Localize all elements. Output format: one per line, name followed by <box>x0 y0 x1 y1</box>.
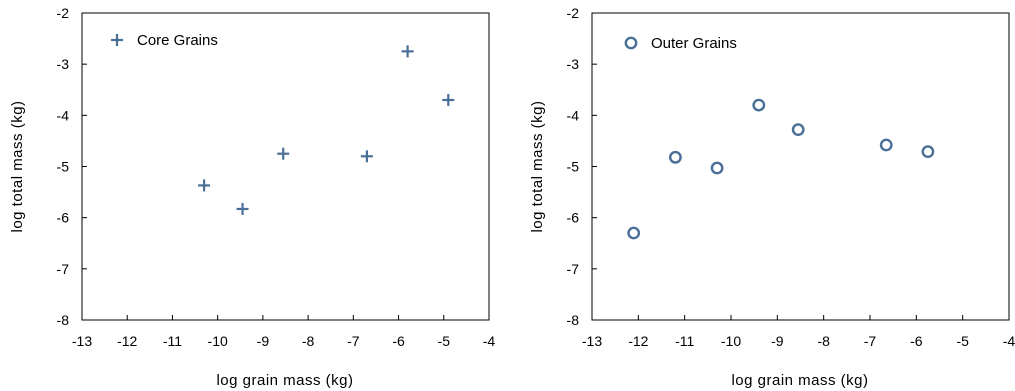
x-tick-label: -7 <box>864 333 877 349</box>
y-tick-label: -8 <box>57 312 70 328</box>
x-tick-label: -10 <box>208 333 228 349</box>
x-tick-label: -12 <box>117 333 137 349</box>
core-grains-panel: -13 -12 -11 -10 -9 -8 -7 -6 -5 -4 -8 -7 -6 -5 -4 -3 -2 lo… <box>9 5 495 389</box>
data-point <box>752 98 766 112</box>
data-point <box>198 179 211 192</box>
x-tick-label: -12 <box>628 333 648 349</box>
y-tick-label: -3 <box>567 56 580 72</box>
y-axis-label: log total mass (kg) <box>529 100 546 232</box>
legend-label: Outer Grains <box>651 35 737 52</box>
y-tick-label: -6 <box>567 210 580 226</box>
legend-label: Core Grains <box>137 32 218 49</box>
x-tick-label: -6 <box>910 333 923 349</box>
x-tick-label: -11 <box>675 333 694 349</box>
x-tick-label: -8 <box>817 333 830 349</box>
y-tick-label: -2 <box>57 5 70 21</box>
x-axis-label: log grain mass (kg) <box>216 372 353 389</box>
x-tick-label: -9 <box>257 333 270 349</box>
data-point <box>879 138 893 152</box>
x-tick-label: -8 <box>302 333 315 349</box>
x-tick-label: -9 <box>771 333 784 349</box>
x-tick-label: -7 <box>347 333 360 349</box>
x-tick-label: -11 <box>163 333 182 349</box>
y-tick-label: -6 <box>57 210 70 226</box>
data-point <box>710 161 724 175</box>
data-point <box>360 150 373 163</box>
data-point <box>401 45 414 58</box>
y-tick-label: -4 <box>57 107 70 123</box>
data-point <box>669 150 682 164</box>
y-axis-label: log total mass (kg) <box>9 100 26 232</box>
x-tick-label: -13 <box>582 333 602 349</box>
y-tick-label: -3 <box>57 56 70 72</box>
x-tick-label: -6 <box>392 333 405 349</box>
plot-frame <box>591 12 1010 321</box>
y-tick-label: -7 <box>57 261 70 277</box>
data-point <box>277 147 290 160</box>
y-tick-label: -8 <box>567 312 580 328</box>
y-tick-label: -5 <box>57 159 70 175</box>
x-axis-label: log grain mass (kg) <box>731 372 868 389</box>
x-tick-label: -5 <box>438 333 451 349</box>
legend-marker <box>624 36 638 50</box>
x-tick-label: -5 <box>956 333 969 349</box>
x-tick-label: -4 <box>1003 333 1015 349</box>
x-tick-label: -13 <box>72 333 92 349</box>
data-point <box>442 93 455 106</box>
outer-grains-panel: -13 -12 -11 -10 -9 -8 -7 -6 -5 -4 -8 -7 -6 -5 -4 -3 -2 lo… <box>529 5 1015 389</box>
x-tick-label: -4 <box>483 333 496 349</box>
x-tick-label: -10 <box>721 333 741 349</box>
plot-frame <box>81 12 490 321</box>
data-point <box>921 145 935 159</box>
data-point <box>627 226 641 240</box>
y-tick-label: -5 <box>567 159 580 175</box>
legend-marker <box>111 34 123 46</box>
data-point <box>236 202 249 215</box>
y-tick-label: -7 <box>567 261 580 277</box>
y-tick-label: -4 <box>567 107 580 123</box>
y-tick-label: -2 <box>567 5 580 21</box>
data-point <box>791 123 805 137</box>
